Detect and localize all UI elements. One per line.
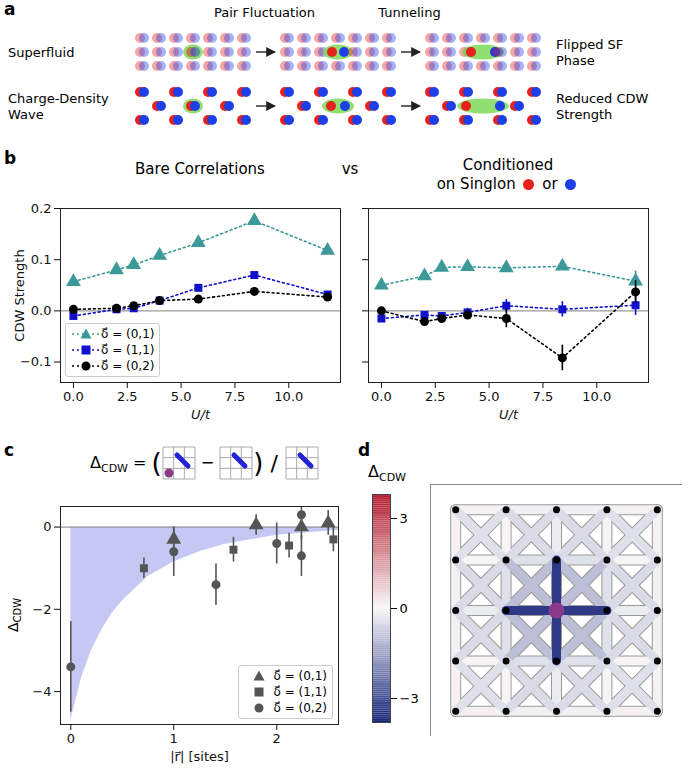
svg-text:2: 2	[273, 731, 281, 746]
html-text:d: d	[358, 440, 371, 460]
html-text:δ⃗ = (1,1): δ⃗ = (1,1)	[101, 343, 155, 357]
html-text:Bare Correlations: Bare Correlations	[135, 160, 265, 178]
svg-text:CDW Strength: CDW Strength	[12, 249, 27, 341]
html-text:ΔCDW=(: ΔCDW=(	[90, 448, 162, 478]
svg-text:0: 0	[67, 731, 75, 746]
svg-text:7.5: 7.5	[533, 389, 554, 404]
svg-text:7.5: 7.5	[225, 389, 246, 404]
svg-text:1: 1	[170, 731, 178, 746]
svg-text:|r⃗| [sites]: |r⃗| [sites]	[170, 749, 229, 764]
svg-text:Flipped SFPhase: Flipped SFPhase	[556, 37, 623, 68]
html-text:c: c	[4, 440, 15, 460]
svg-text:3: 3	[400, 511, 408, 526]
html-text:vs: vs	[341, 160, 359, 178]
html-text:Conditioned: Conditioned	[462, 156, 554, 174]
svg-text:Tunneling: Tunneling	[377, 5, 440, 20]
svg-text:0.2: 0.2	[31, 201, 52, 216]
svg-text:Pair Fluctuation: Pair Fluctuation	[214, 5, 315, 20]
svg-text:2.5: 2.5	[117, 389, 138, 404]
svg-text:U/t: U/t	[191, 407, 211, 422]
html-text:ΔCDW: ΔCDW	[368, 462, 406, 485]
svg-text:0.1: 0.1	[31, 252, 52, 267]
html-text:δ⃗ = (0,1): δ⃗ = (0,1)	[101, 327, 155, 341]
html-text:or: or	[537, 175, 563, 193]
svg-text:10.0: 10.0	[582, 389, 611, 404]
html-text:CDW: CDW	[12, 597, 24, 623]
html-text:Δ: Δ	[4, 622, 21, 633]
html-text:δ⃗ = (1,1): δ⃗ = (1,1)	[273, 685, 327, 699]
svg-text:5.0: 5.0	[171, 389, 192, 404]
svg-text:a: a	[4, 0, 15, 19]
svg-text:U/t: U/t	[499, 407, 519, 422]
svg-text:0: 0	[43, 519, 51, 534]
svg-text:Superfluid: Superfluid	[8, 45, 74, 60]
html-text:δ⃗ = (0,2): δ⃗ = (0,2)	[101, 359, 155, 373]
svg-text:2.5: 2.5	[425, 389, 446, 404]
html-text:δ⃗ = (0,1): δ⃗ = (0,1)	[273, 669, 327, 683]
svg-text:−3: −3	[400, 691, 419, 706]
svg-text:0.0: 0.0	[63, 389, 84, 404]
svg-text:−4: −4	[32, 684, 51, 699]
svg-text:0.0: 0.0	[31, 303, 52, 318]
svg-text:−2: −2	[32, 601, 51, 616]
svg-text:10.0: 10.0	[274, 389, 303, 404]
html-text:on Singlon: on Singlon	[436, 175, 521, 193]
svg-text:Reduced CDWStrength: Reduced CDWStrength	[556, 91, 649, 122]
svg-text:−0.1: −0.1	[20, 354, 52, 369]
svg-text:5.0: 5.0	[479, 389, 500, 404]
svg-text:Charge-DensityWave: Charge-DensityWave	[8, 91, 109, 122]
html-text:b: b	[4, 148, 17, 168]
html-text:δ⃗ = (0,2): δ⃗ = (0,2)	[273, 701, 327, 715]
svg-text:0: 0	[400, 601, 408, 616]
svg-text:0.0: 0.0	[371, 389, 392, 404]
